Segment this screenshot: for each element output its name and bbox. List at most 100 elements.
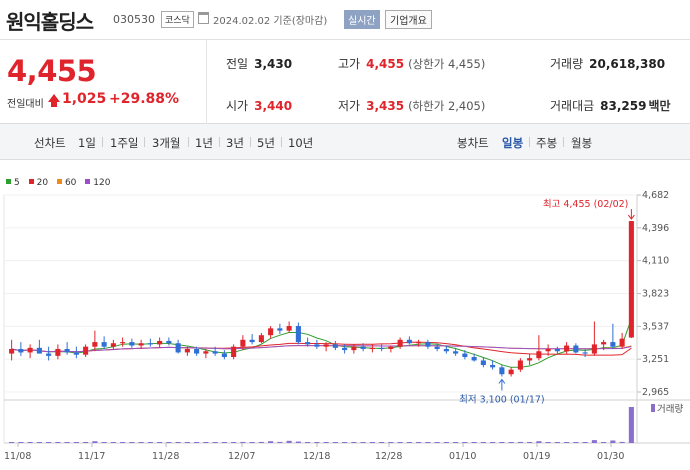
- volume-bar: [471, 442, 477, 443]
- candle-body: [27, 347, 33, 353]
- legend-ma20[interactable]: 20: [28, 178, 48, 188]
- tab-candle-chart[interactable]: 봉차트: [457, 136, 489, 150]
- volume-bar: [601, 442, 607, 443]
- x-tick-label: 01/10: [449, 451, 476, 462]
- x-tick-label: 12/28: [375, 451, 402, 462]
- volume-bar: [323, 442, 329, 443]
- candle-body: [434, 346, 440, 349]
- candle-body: [184, 348, 190, 353]
- calendar-icon: [198, 12, 209, 24]
- chart-tabbar: 선차트 1일 1주일 3개월 1년 3년 5년 10년 봉차트 일봉 주봉 월봉: [0, 124, 690, 160]
- candle-body: [508, 369, 514, 375]
- candle-body: [18, 348, 24, 353]
- volume-bar: [342, 442, 348, 443]
- volume-bar: [453, 442, 459, 443]
- candle-body: [295, 326, 301, 343]
- candle-body: [83, 346, 89, 355]
- candle-body: [462, 353, 468, 358]
- candle-body: [601, 342, 607, 345]
- candle-body: [73, 352, 79, 355]
- volume-bar: [295, 441, 301, 443]
- volume-bar: [416, 442, 422, 443]
- y-axis-labels: 4,682 4,396 4,110 3,823 3,537 3,251 2,965: [637, 190, 669, 398]
- volume-legend-swatch: [651, 404, 655, 412]
- chart-grid: [3, 194, 690, 444]
- y-tick-label: 4,396: [642, 223, 669, 234]
- candle-body: [55, 348, 61, 356]
- volume-bar: [64, 442, 70, 443]
- low-arrow-head: [498, 378, 506, 384]
- volume-bar: [434, 442, 440, 443]
- legend-ma60[interactable]: 60: [56, 178, 76, 188]
- candlestick-chart[interactable]: 4,682 4,396 4,110 3,823 3,537 3,251 2,965 11/0…: [0, 160, 690, 470]
- volume-bar: [194, 442, 200, 443]
- tab-daily[interactable]: 일봉: [502, 136, 524, 150]
- tab-1d[interactable]: 1일: [78, 136, 96, 150]
- volume-label: 거래량: [657, 403, 683, 415]
- volume-bar: [46, 442, 52, 443]
- prev-close: 전일 3,430: [226, 57, 293, 71]
- volume-bar: [92, 441, 98, 443]
- candle-body: [212, 351, 218, 354]
- price-change: 1,025: [62, 91, 107, 107]
- company-overview-button[interactable]: 기업개요: [385, 10, 432, 29]
- volume-bar: [591, 440, 597, 443]
- tab-separator: [563, 137, 564, 147]
- tab-separator: [250, 137, 251, 147]
- tab-monthly[interactable]: 월봉: [571, 136, 593, 150]
- candle-body: [406, 339, 412, 344]
- candle-body: [499, 367, 505, 375]
- tab-3y[interactable]: 3년: [226, 136, 244, 150]
- realtime-button[interactable]: 실시간: [344, 10, 380, 29]
- tab-5y[interactable]: 5년: [257, 136, 275, 150]
- change-label: 전일대비: [7, 99, 44, 110]
- candle-body: [9, 348, 15, 354]
- low-price: 저가 3,435 (하한가 2,405): [338, 99, 486, 113]
- volume-bar: [268, 441, 274, 443]
- volume-bar: [480, 442, 486, 443]
- tab-10y[interactable]: 10년: [288, 136, 314, 150]
- tab-1w[interactable]: 1주일: [110, 136, 139, 150]
- candle-body: [480, 360, 486, 366]
- x-axis-labels: 11/08 11/17 11/28 12/07 12/18 12/28 01/10 01/19…: [4, 443, 624, 462]
- legend-ma120[interactable]: 120: [85, 178, 110, 188]
- candle-body: [175, 343, 181, 353]
- candle-body: [258, 335, 264, 343]
- volume-bar: [305, 442, 311, 443]
- candle-body: [323, 344, 329, 347]
- candle-body: [332, 344, 338, 348]
- volume-bar: [110, 442, 116, 443]
- tab-line-chart[interactable]: 선차트: [34, 136, 66, 150]
- candle-body: [443, 348, 449, 352]
- volume-bar: [573, 442, 579, 443]
- candle-body: [138, 343, 144, 346]
- tab-3m[interactable]: 3개월: [152, 136, 181, 150]
- candle-body: [397, 339, 403, 347]
- candle-body: [203, 351, 209, 354]
- candle-body: [231, 346, 237, 358]
- legend-ma5[interactable]: 5: [6, 178, 20, 188]
- tab-weekly[interactable]: 주봉: [536, 136, 558, 150]
- volume-bar: [527, 442, 533, 443]
- volume-bar: [379, 442, 385, 443]
- tab-1y[interactable]: 1년: [195, 136, 213, 150]
- trade-amount: 거래대금 83,259 백만: [550, 99, 671, 113]
- candle-body: [129, 342, 135, 346]
- volume-bar: [212, 442, 218, 443]
- candle-body: [490, 365, 496, 368]
- volume-bar: [55, 442, 61, 443]
- volume-bar: [18, 442, 24, 443]
- candle-body: [527, 358, 533, 361]
- y-tick-label: 3,823: [642, 289, 669, 300]
- volume-bar: [27, 442, 33, 443]
- volume-bar: [499, 442, 505, 443]
- volume-bar: [314, 442, 320, 443]
- candle-body: [314, 344, 320, 347]
- volume-bar: [258, 441, 264, 443]
- candle-body: [536, 351, 542, 359]
- candle-body: [36, 347, 42, 354]
- volume-bar: [582, 442, 588, 443]
- high-annotation: 최고 4,455 (02/02): [543, 199, 629, 210]
- candle-body: [379, 347, 385, 349]
- candle-body: [416, 342, 422, 344]
